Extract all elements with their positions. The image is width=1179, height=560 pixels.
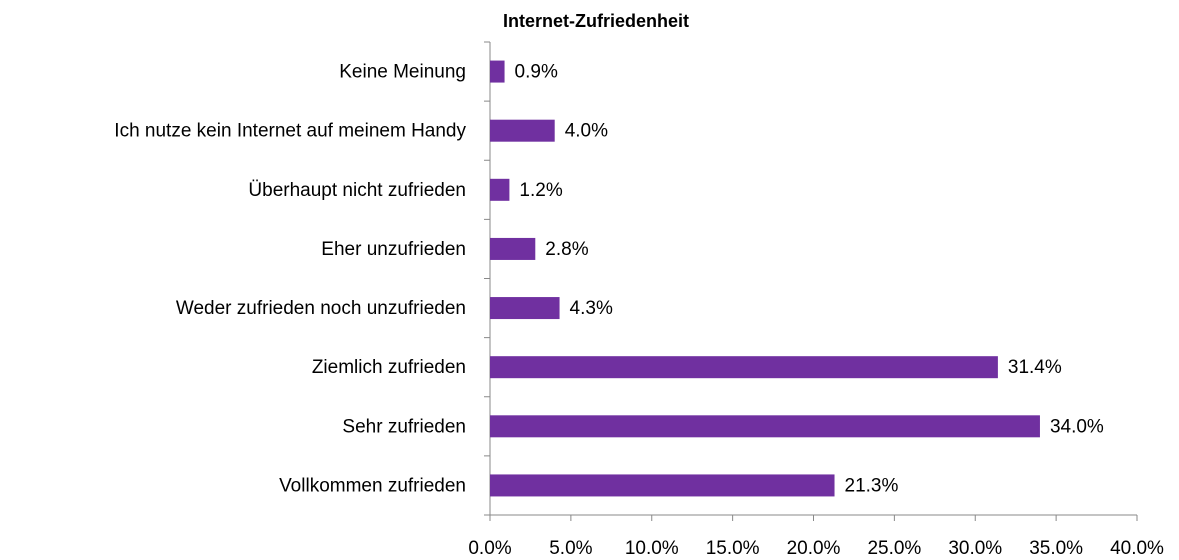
bar (490, 474, 835, 497)
x-tick-label: 10.0% (625, 538, 679, 559)
value-label: 4.0% (565, 121, 608, 142)
bar (490, 297, 560, 320)
chart-title: Internet-Zufriedenheit (503, 11, 689, 31)
value-label: 21.3% (845, 475, 899, 496)
value-label: 4.3% (570, 298, 613, 319)
bar (490, 237, 536, 260)
x-tick-label: 20.0% (787, 538, 841, 559)
y-tick-label: Eher unzufrieden (321, 239, 466, 260)
value-label: 34.0% (1050, 416, 1104, 437)
x-tick-label: 5.0% (549, 538, 592, 559)
y-tick-label: Weder zufrieden noch unzufrieden (176, 298, 466, 319)
value-label: 31.4% (1008, 357, 1062, 378)
y-tick-label: Keine Meinung (339, 62, 466, 83)
x-tick-label: 25.0% (867, 538, 921, 559)
y-tick-label: Sehr zufrieden (342, 416, 466, 437)
bar (490, 60, 505, 83)
bar (490, 415, 1040, 438)
value-label: 0.9% (515, 62, 558, 83)
x-tick-label: 0.0% (468, 538, 511, 559)
x-tick-label: 40.0% (1110, 538, 1164, 559)
x-tick-label: 35.0% (1029, 538, 1083, 559)
bar (490, 119, 555, 142)
y-tick-label: Überhaupt nicht zufrieden (248, 180, 466, 201)
x-tick-label: 30.0% (948, 538, 1002, 559)
y-tick-label: Ziemlich zufrieden (312, 357, 466, 378)
value-label: 2.8% (545, 239, 588, 260)
y-tick-label: Ich nutze kein Internet auf meinem Handy (114, 121, 466, 142)
bar (490, 356, 998, 379)
y-tick-label: Vollkommen zufrieden (279, 475, 466, 496)
x-tick-label: 15.0% (706, 538, 760, 559)
bar (490, 178, 510, 201)
value-label: 1.2% (519, 180, 562, 201)
